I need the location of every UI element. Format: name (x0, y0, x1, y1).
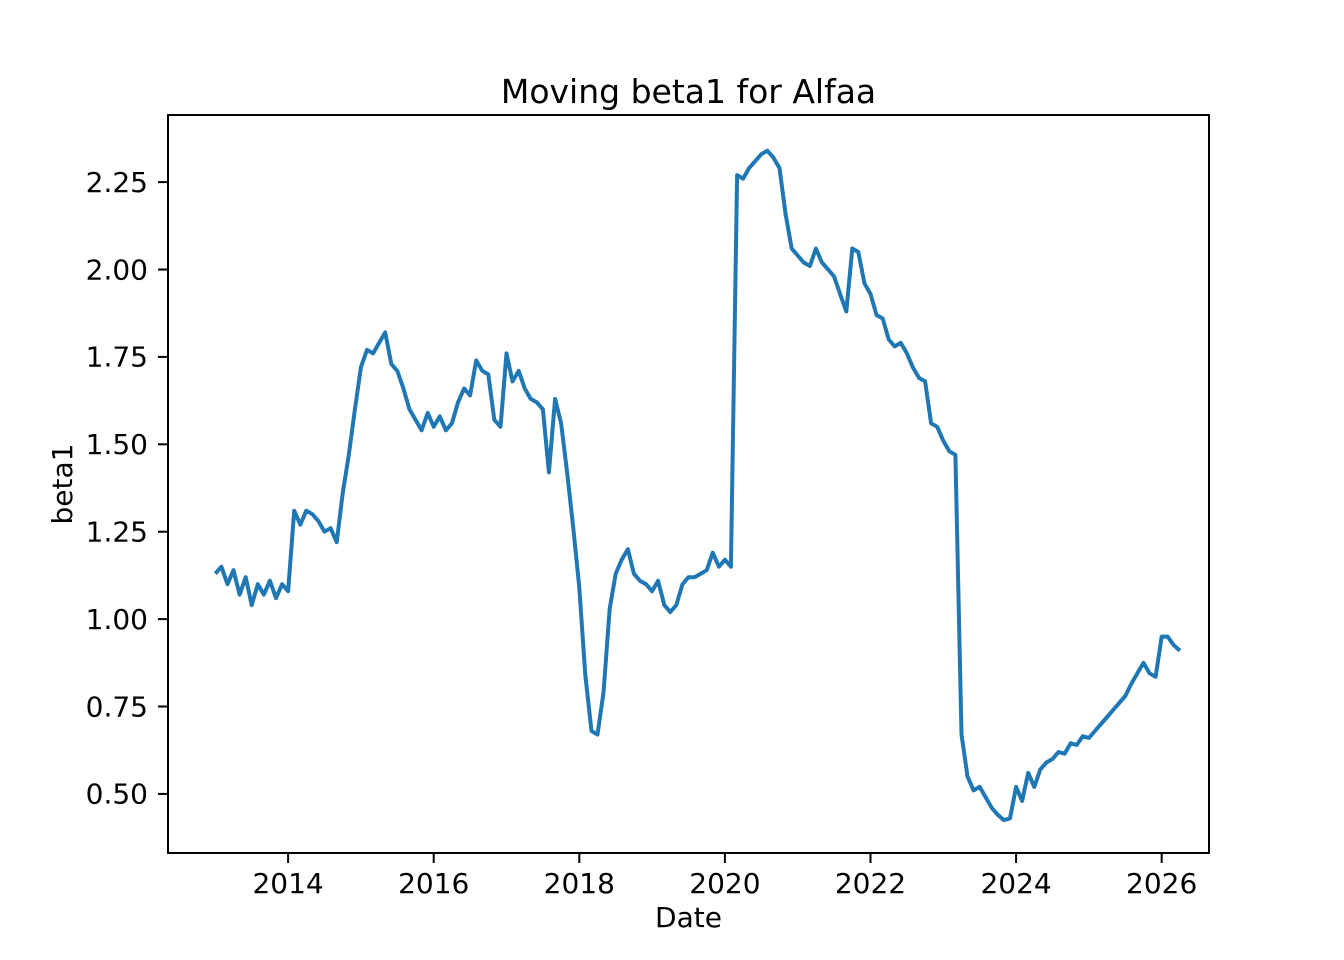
plot-area-frame (167, 114, 1210, 854)
y-tick-label: 1.75 (86, 341, 148, 374)
y-tick-label: 1.00 (86, 603, 148, 636)
x-tick-label: 2018 (544, 867, 615, 900)
x-tick-label: 2020 (689, 867, 760, 900)
y-tick-label: 2.00 (86, 253, 148, 286)
y-tick-label: 1.25 (86, 516, 148, 549)
x-axis-ticks: 2014 2016 2018 2020 2022 2024 2026 (252, 853, 1197, 900)
x-tick-label: 2024 (980, 867, 1051, 900)
y-tick-label: 0.50 (86, 778, 148, 811)
y-tick-label: 0.75 (86, 690, 148, 723)
beta1-data-line (213, 148, 1182, 823)
y-tick-label: 2.25 (86, 166, 148, 199)
chart-title: Moving beta1 for Alfaa (501, 72, 876, 111)
x-tick-label: 2014 (252, 867, 323, 900)
y-axis-ticks: 0.50 0.75 1.00 1.25 1.50 1.75 2.00 2.25 (86, 166, 168, 811)
y-axis-label: beta1 (46, 444, 79, 525)
x-tick-label: 2026 (1126, 867, 1197, 900)
y-tick-label: 1.50 (86, 428, 148, 461)
x-axis-label: Date (655, 901, 722, 934)
x-tick-label: 2022 (835, 867, 906, 900)
x-tick-label: 2016 (398, 867, 469, 900)
